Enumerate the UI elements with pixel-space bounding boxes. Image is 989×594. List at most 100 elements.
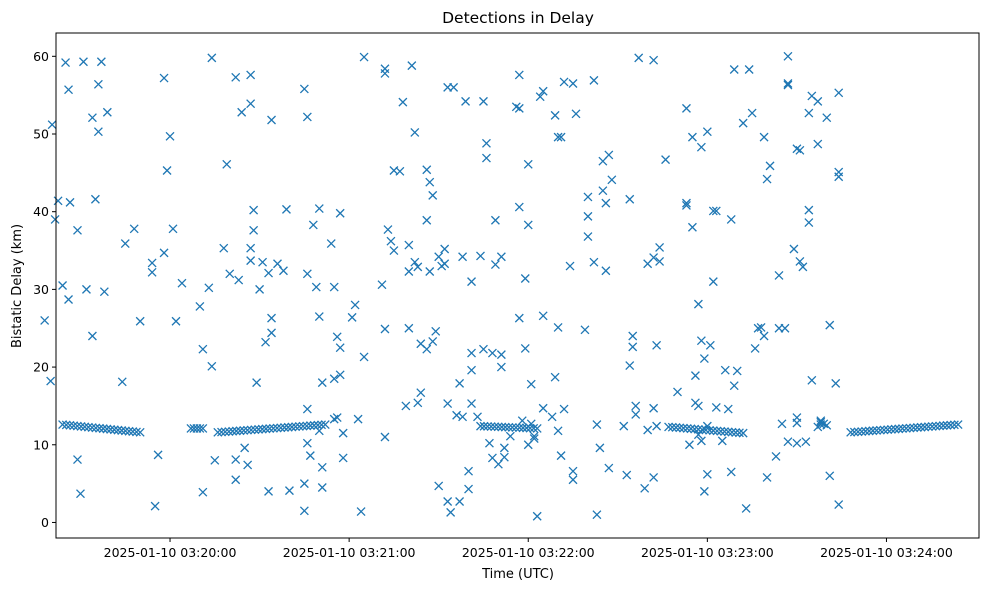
detection-marker	[458, 412, 468, 422]
detection-marker	[604, 463, 614, 473]
detection-marker	[359, 52, 369, 62]
detection-marker	[90, 194, 100, 204]
detection-marker	[741, 504, 751, 513]
y-tick-label: 10	[33, 437, 49, 452]
detection-marker	[693, 401, 703, 411]
detection-marker	[222, 159, 232, 169]
detection-marker	[461, 96, 471, 106]
detection-marker	[661, 155, 671, 165]
track-detection-marker	[923, 422, 933, 432]
track-detection-marker	[894, 424, 904, 434]
detection-marker	[640, 483, 650, 493]
detection-marker	[553, 132, 563, 142]
detection-marker	[592, 420, 602, 430]
track-detection-marker	[515, 423, 524, 433]
detection-marker	[449, 82, 459, 92]
track-detection-marker	[302, 421, 312, 431]
detection-marker	[628, 342, 638, 352]
y-tick-label: 40	[33, 204, 49, 219]
detection-marker	[443, 497, 453, 506]
detection-marker	[207, 53, 217, 63]
detection-marker	[765, 161, 775, 171]
y-tick-label: 0	[41, 515, 49, 530]
track-detection-marker	[309, 420, 319, 430]
x-tick-label: 2025-01-10 03:21:00	[283, 545, 416, 560]
detection-marker	[267, 328, 276, 338]
x-tick-label: 2025-01-10 03:24:00	[820, 545, 953, 560]
detection-marker	[804, 205, 814, 215]
detection-marker	[261, 337, 271, 347]
y-axis-ticks: 0 10 20 30 40 50 60	[33, 49, 56, 530]
detection-marker	[264, 268, 274, 278]
detection-marker	[249, 225, 259, 235]
detection-marker	[479, 344, 488, 354]
track-detection-marker	[723, 427, 733, 437]
detection-marker	[129, 224, 139, 234]
detection-marker	[329, 374, 339, 384]
track-detection-marker	[686, 424, 696, 434]
detection-marker	[252, 378, 262, 388]
track-detection-marker	[242, 425, 252, 435]
detection-marker	[738, 118, 748, 128]
track-detection-marker	[109, 425, 119, 435]
detection-marker	[380, 68, 390, 78]
track-detection-marker	[72, 421, 82, 431]
detection-marker	[523, 220, 533, 230]
detection-marker	[299, 84, 309, 94]
detection-marker	[652, 340, 662, 350]
detection-marker	[47, 120, 57, 130]
detection-marker	[696, 142, 706, 152]
detection-marker	[299, 506, 309, 516]
detection-marker	[723, 404, 733, 414]
track-detection-marker	[287, 422, 297, 432]
detection-marker	[317, 378, 327, 388]
track-detection-marker	[949, 420, 959, 430]
detection-marker	[467, 348, 476, 358]
track-detection-marker	[254, 424, 264, 434]
detection-marker	[649, 253, 659, 262]
detection-marker	[416, 388, 426, 398]
track-detection-marker	[69, 421, 79, 431]
detection-marker	[237, 107, 247, 117]
detection-marker	[467, 277, 476, 287]
detection-marker	[514, 70, 524, 80]
detection-marker	[529, 434, 539, 444]
track-detection-marker	[317, 420, 327, 430]
detection-marker	[353, 414, 363, 424]
track-detection-marker	[705, 425, 715, 435]
detection-marker	[496, 350, 506, 360]
track-detection-marker	[228, 426, 238, 436]
detection-marker	[583, 211, 593, 221]
detection-marker	[568, 466, 578, 476]
detection-marker	[831, 378, 841, 388]
track-detection-marker	[497, 422, 507, 432]
detection-marker	[440, 259, 450, 269]
detection-marker	[404, 323, 414, 333]
track-detection-marker	[294, 421, 304, 431]
detection-marker	[413, 262, 423, 272]
detection-marker	[825, 471, 835, 481]
x-tick-label: 2025-01-10 03:23:00	[641, 545, 774, 560]
detection-marker	[487, 348, 497, 358]
track-detection-marker	[106, 424, 116, 434]
track-detection-marker	[135, 427, 145, 437]
detection-marker	[219, 243, 229, 253]
track-detection-marker	[132, 427, 141, 437]
detection-marker	[332, 413, 342, 423]
detection-marker	[825, 320, 835, 330]
track-detection-marker	[849, 427, 859, 437]
track-detection-marker	[883, 425, 893, 435]
track-detection-marker	[861, 426, 870, 436]
detection-marker	[771, 451, 781, 461]
track-detection-marker	[280, 423, 289, 432]
detection-marker	[705, 340, 715, 350]
detection-marker	[281, 204, 291, 214]
detection-marker	[807, 375, 817, 385]
detection-marker	[255, 284, 265, 294]
detection-marker	[783, 51, 793, 61]
detection-marker	[413, 398, 423, 408]
detection-marker	[750, 343, 760, 353]
detection-marker	[634, 53, 644, 63]
track-detection-marker	[675, 423, 685, 433]
detection-marker	[747, 108, 757, 118]
